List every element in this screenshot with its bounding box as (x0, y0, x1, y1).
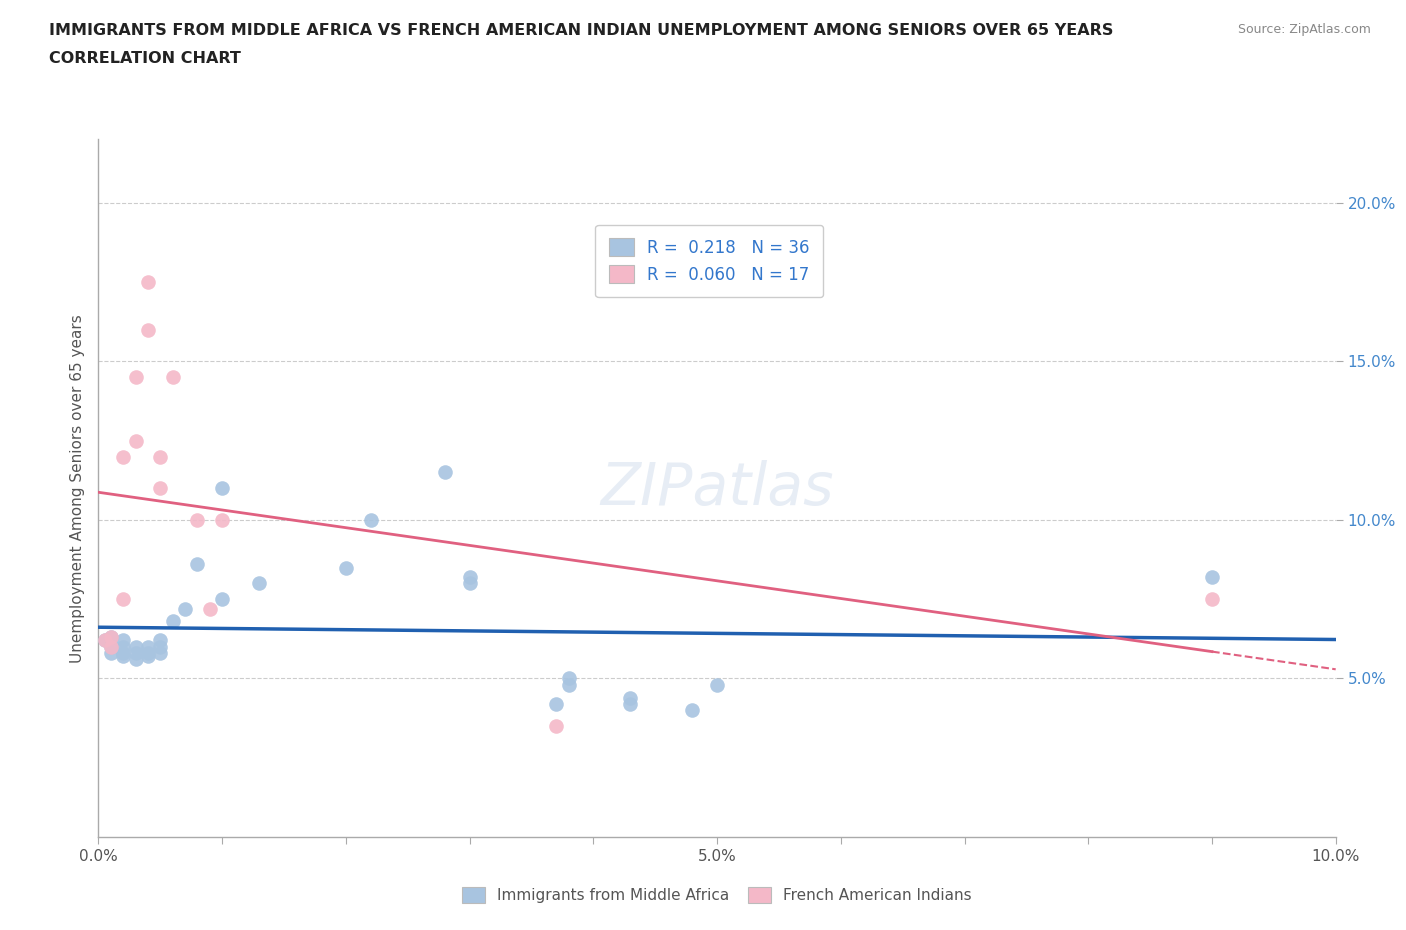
Point (211, 512, 233, 527)
Point (546, 697, 568, 711)
Y-axis label: Unemployment Among Seniors over 65 years: Unemployment Among Seniors over 65 years (69, 314, 84, 662)
Point (360, 512, 382, 527)
Point (149, 449, 172, 464)
Point (112, 633, 135, 648)
Point (93, 633, 115, 648)
Point (124, 645, 146, 660)
Point (100, 630, 122, 644)
Text: ZIPatlas: ZIPatlas (600, 459, 834, 517)
Point (557, 671, 579, 686)
Point (149, 645, 172, 660)
Point (706, 677, 728, 692)
Point (124, 433, 146, 448)
Point (1201, 569, 1223, 584)
Point (619, 690, 641, 705)
Point (198, 602, 221, 617)
Point (557, 677, 579, 692)
Point (112, 449, 135, 464)
Point (458, 569, 481, 584)
Point (546, 719, 568, 734)
Point (149, 481, 172, 496)
Point (136, 645, 159, 660)
Point (335, 560, 357, 575)
Point (174, 602, 197, 617)
Point (136, 639, 159, 654)
Text: IMMIGRANTS FROM MIDDLE AFRICA VS FRENCH AMERICAN INDIAN UNEMPLOYMENT AMONG SENIO: IMMIGRANTS FROM MIDDLE AFRICA VS FRENCH … (49, 23, 1114, 38)
Point (124, 652, 146, 667)
Point (124, 370, 146, 385)
Point (136, 274, 159, 289)
Point (149, 633, 172, 648)
Point (247, 576, 270, 591)
Point (433, 465, 456, 480)
Point (162, 614, 184, 629)
Legend: Immigrants from Middle Africa, French American Indians: Immigrants from Middle Africa, French Am… (456, 882, 979, 910)
Point (619, 697, 641, 711)
Point (100, 630, 122, 644)
Text: Source: ZipAtlas.com: Source: ZipAtlas.com (1237, 23, 1371, 36)
Point (100, 645, 122, 660)
Point (136, 323, 159, 338)
Point (162, 370, 184, 385)
Point (112, 591, 135, 606)
Point (211, 481, 233, 496)
Point (100, 639, 122, 654)
Text: CORRELATION CHART: CORRELATION CHART (49, 51, 240, 66)
Point (100, 639, 122, 654)
Point (112, 639, 135, 654)
Point (681, 703, 703, 718)
Point (1201, 591, 1223, 606)
Point (211, 591, 233, 606)
Point (149, 639, 172, 654)
Point (136, 649, 159, 664)
Point (124, 639, 146, 654)
Point (186, 512, 208, 527)
Point (93, 633, 115, 648)
Point (112, 649, 135, 664)
Point (458, 576, 481, 591)
Point (112, 645, 135, 660)
Point (186, 557, 208, 572)
